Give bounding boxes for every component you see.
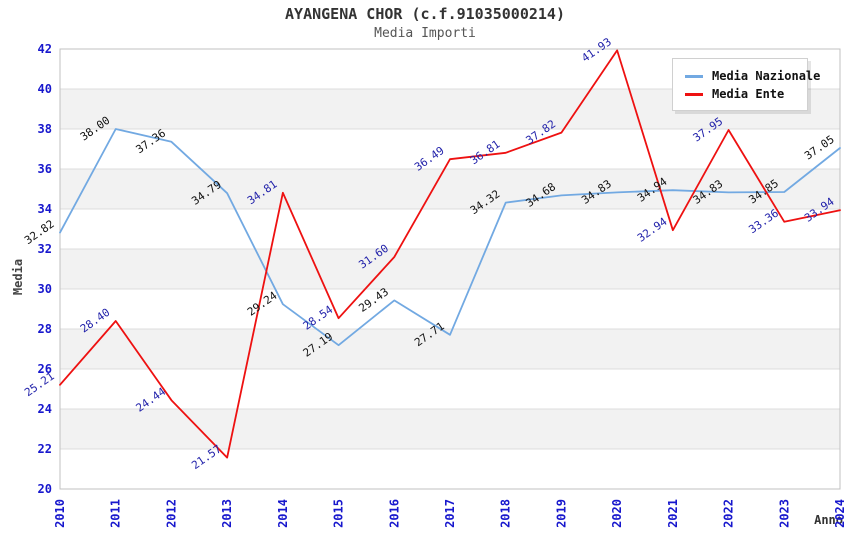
x-tick-label: 2010 (53, 499, 67, 528)
legend-label: Media Nazionale (712, 69, 821, 83)
plot-band (60, 169, 840, 209)
series-line (59, 49, 841, 459)
x-tick-label: 2023 (777, 499, 791, 528)
x-tick-label: 2013 (220, 499, 234, 528)
x-tick-label: 2021 (666, 499, 680, 528)
value-label: 28.54 (301, 303, 336, 333)
value-label: 29.43 (356, 285, 391, 315)
x-tick-label: 2020 (610, 499, 624, 528)
x-tick-label: 2022 (722, 499, 736, 528)
x-axis-title: Anno (814, 513, 843, 527)
y-tick-label: 42 (38, 42, 52, 56)
legend-swatch (685, 74, 703, 78)
value-label: 37.36 (134, 127, 169, 157)
y-tick-label: 32 (38, 242, 52, 256)
y-tick-label: 30 (38, 282, 52, 296)
legend: Media Nazionale Media Ente (672, 58, 820, 111)
y-tick-label: 34 (38, 202, 52, 216)
y-tick-label: 20 (38, 482, 52, 496)
y-tick-label: 40 (38, 82, 52, 96)
legend-item: Media Ente (685, 86, 797, 102)
y-tick-label: 38 (38, 122, 52, 136)
x-tick-label: 2012 (164, 499, 178, 528)
plot-band (60, 249, 840, 289)
x-tick-label: 2024 (833, 499, 847, 528)
value-label: 33.36 (746, 207, 781, 237)
value-label: 32.94 (635, 215, 670, 245)
x-tick-label: 2015 (332, 499, 346, 528)
legend-item: Media Nazionale (685, 68, 820, 84)
x-tick-label: 2017 (443, 499, 457, 528)
x-tick-label: 2016 (387, 499, 401, 528)
y-tick-label: 28 (38, 322, 52, 336)
chart-title: AYANGENA CHOR (c.f.91035000214) (285, 5, 565, 23)
x-tick-label: 2018 (499, 499, 513, 528)
y-tick-label: 24 (38, 402, 52, 416)
plot-band (60, 409, 840, 449)
value-label: 37.05 (802, 133, 837, 163)
series-line (59, 128, 841, 347)
value-label: 41.93 (579, 35, 614, 65)
y-tick-label: 36 (38, 162, 52, 176)
y-tick-label: 22 (38, 442, 52, 456)
plot-border (59, 48, 841, 490)
value-label: 36.81 (468, 138, 503, 168)
y-tick-label: 26 (38, 362, 52, 376)
x-tick-label: 2014 (276, 499, 290, 528)
chart-subtitle: Media Importi (374, 26, 476, 41)
x-tick-label: 2011 (109, 499, 123, 528)
legend-swatch (685, 92, 703, 96)
legend-label: Media Ente (712, 87, 785, 101)
x-tick-label: 2019 (554, 499, 568, 528)
